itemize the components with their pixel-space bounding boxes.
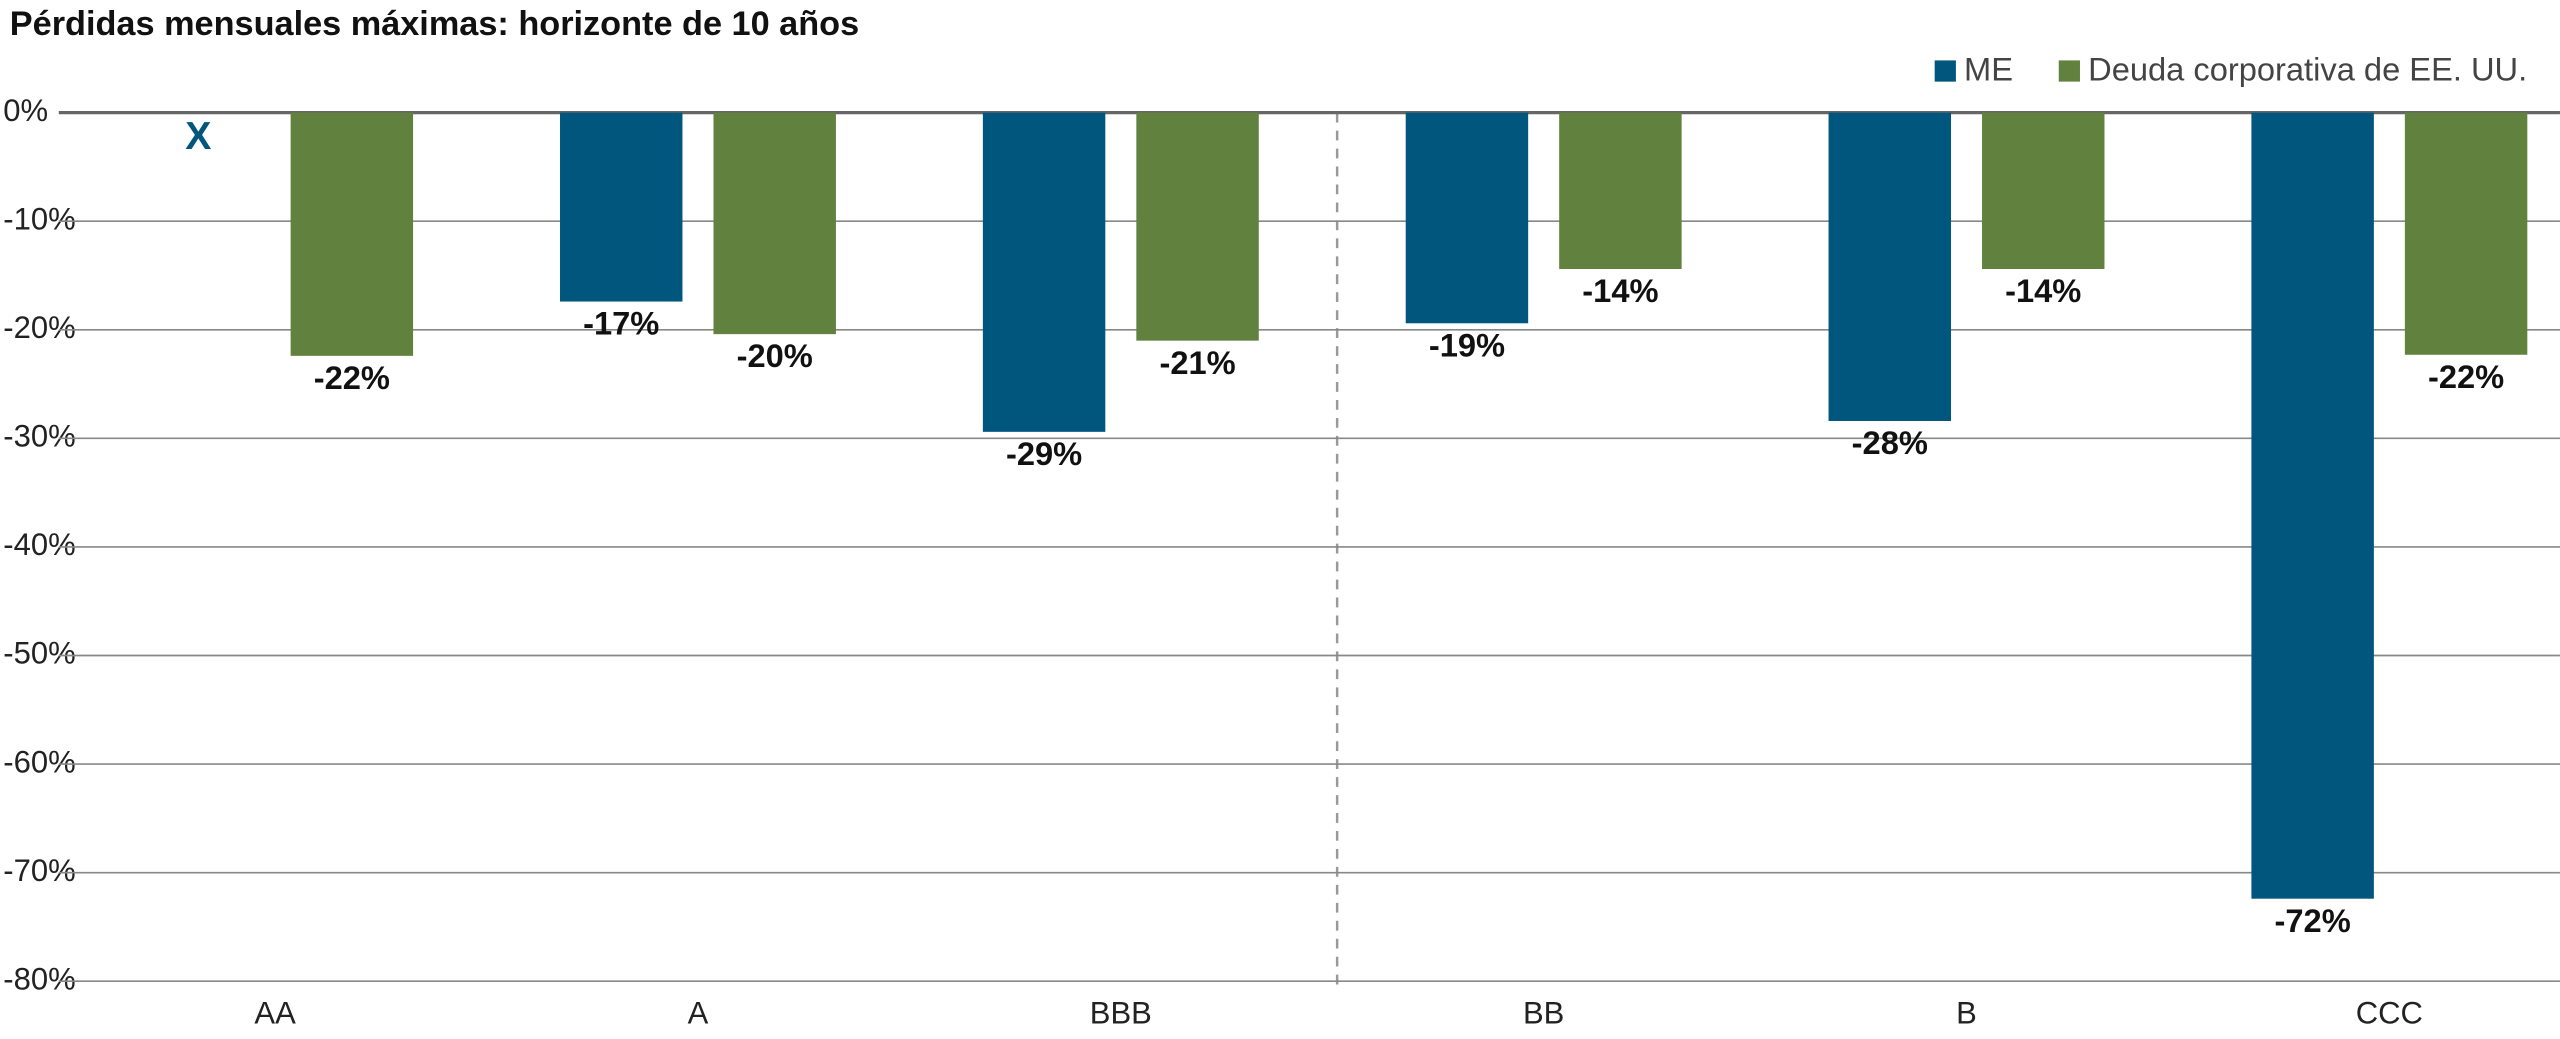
bar [2404, 112, 2528, 355]
legend-swatch [2058, 60, 2080, 82]
value-label: -72% [2275, 902, 2351, 939]
y-tick-label: -80% [3, 961, 75, 996]
value-label: -14% [2005, 272, 2081, 309]
x-tick-label: BBB [1090, 996, 1152, 1031]
x-tick-label: CCC [2356, 996, 2423, 1031]
value-label: -17% [583, 305, 659, 342]
bar [560, 112, 683, 302]
x-tick-label: B [1956, 996, 1977, 1031]
value-label: -21% [1159, 344, 1235, 381]
y-tick-label: -40% [3, 527, 75, 562]
value-label: -22% [2428, 358, 2504, 395]
bar [1982, 112, 2105, 269]
y-tick-label: -10% [3, 201, 75, 236]
bar [290, 112, 414, 356]
missing-marker: X [185, 115, 211, 158]
x-tick-label: A [688, 996, 709, 1031]
bar [982, 112, 1106, 432]
value-label: -29% [1006, 435, 1082, 472]
bar [1136, 112, 1259, 341]
y-tick-label: -30% [3, 419, 75, 454]
x-tick-label: BB [1523, 996, 1564, 1031]
y-tick-label: -60% [3, 744, 75, 779]
x-tick-label: AA [254, 996, 296, 1031]
bar [1828, 112, 1952, 421]
y-tick-label: -70% [3, 853, 75, 888]
y-tick-label: -50% [3, 636, 75, 671]
legend-label: Deuda corporativa de EE. UU. [2088, 50, 2527, 87]
bar [1405, 112, 1529, 324]
value-label: -20% [737, 337, 813, 374]
y-tick-label: -20% [3, 310, 75, 345]
chart-title: Pérdidas mensuales máximas: horizonte de… [10, 5, 859, 43]
value-label: -22% [314, 359, 390, 396]
bar [1559, 112, 1682, 269]
bar [2251, 112, 2374, 899]
value-label: -19% [1429, 326, 1505, 363]
legend-label: ME [1964, 50, 2013, 87]
value-label: -14% [1582, 272, 1658, 309]
value-label: -28% [1852, 424, 1928, 461]
y-tick-label: 0% [3, 93, 48, 128]
bar [713, 112, 836, 335]
legend-swatch [1934, 60, 1956, 82]
